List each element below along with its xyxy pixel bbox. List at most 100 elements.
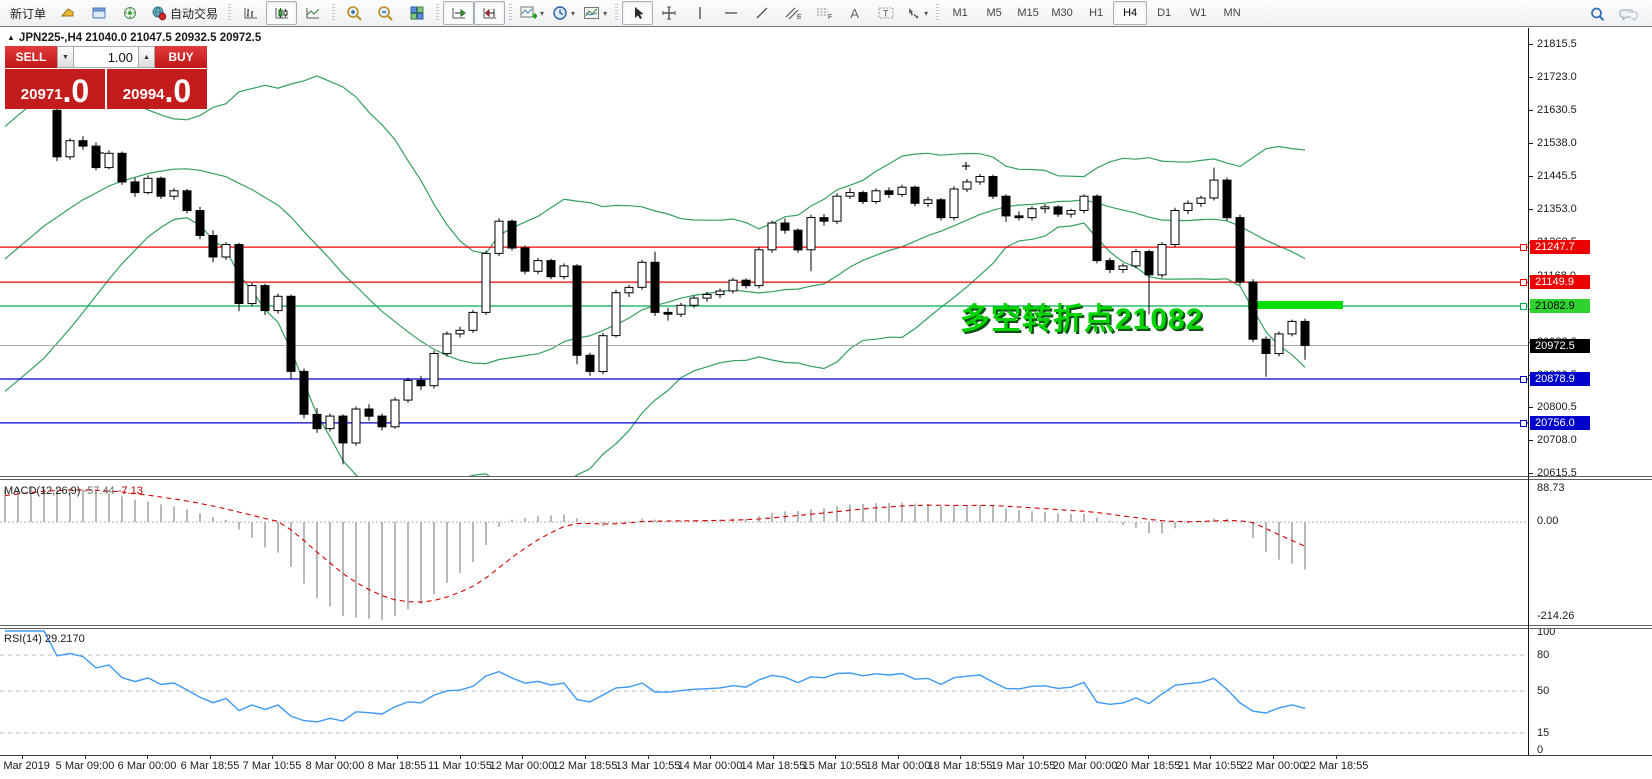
candle <box>1040 206 1050 210</box>
buy-button[interactable]: BUY <box>155 46 207 68</box>
timeframe-button-M5[interactable]: M5 <box>986 7 1002 19</box>
candle <box>1235 217 1245 283</box>
candle <box>962 181 972 190</box>
timeframe-button-D1[interactable]: D1 <box>1157 7 1172 19</box>
periods-button[interactable]: ▾ <box>548 1 579 25</box>
candle <box>416 379 426 387</box>
buy-price[interactable]: 20994 .0 <box>107 69 207 109</box>
candlestick-chart-button[interactable] <box>266 1 298 25</box>
timeframe-button-H1[interactable]: H1 <box>1089 7 1104 19</box>
chat-button[interactable] <box>1613 2 1644 26</box>
candle <box>624 286 634 294</box>
rsi-axis-label: 100 <box>1537 626 1556 638</box>
collapse-arrow-icon: ▲ <box>7 33 15 42</box>
highlight-segment[interactable] <box>1248 301 1343 309</box>
rsi-line <box>5 630 1306 723</box>
clock-icon <box>553 6 567 20</box>
chevron-down-icon: ▾ <box>924 8 929 18</box>
candle <box>104 152 114 169</box>
candle <box>208 235 218 258</box>
line-handle[interactable] <box>1520 376 1527 383</box>
timeframe-button-MN[interactable]: MN <box>1223 7 1241 19</box>
arrows-icon <box>909 8 919 19</box>
line-handle[interactable] <box>1520 244 1527 251</box>
line-chart-button[interactable] <box>297 1 328 25</box>
auto-trading-button[interactable]: 自动交易 <box>145 1 224 25</box>
candle <box>377 415 387 428</box>
price-tick: 21723.0 <box>1537 71 1577 83</box>
volume-increase-button[interactable]: ▲ <box>138 46 155 68</box>
new-order-button[interactable]: 新订单 <box>10 6 47 21</box>
cross-marker[interactable] <box>96 149 104 157</box>
fibonacci-tool-button[interactable]: F <box>808 1 839 25</box>
candle <box>1248 281 1258 340</box>
time-axis-label: 6 Mar 18:55 <box>180 760 240 772</box>
line-handle[interactable] <box>1520 303 1527 310</box>
label-tool-button[interactable]: T <box>870 1 901 25</box>
timeframe-button-H4[interactable]: H4 <box>1113 1 1148 25</box>
market-watch-button[interactable] <box>52 1 83 25</box>
timeframe-button-M1[interactable]: M1 <box>952 7 968 19</box>
auto-scroll-button[interactable] <box>443 1 475 25</box>
horizontal-line-tool-button[interactable] <box>715 1 746 25</box>
rsi-value: 29.2170 <box>44 633 85 645</box>
navigator-button[interactable] <box>114 1 145 25</box>
text-tool-button[interactable]: A <box>839 1 870 25</box>
timeframe-button-W1[interactable]: W1 <box>1189 7 1207 19</box>
timeframe-button-M15[interactable]: M15 <box>1017 7 1039 19</box>
trendline-tool-button[interactable] <box>746 1 777 25</box>
candle <box>442 333 452 355</box>
volume-decrease-button[interactable]: ▼ <box>57 46 74 68</box>
time-axis-label: 18 Mar 18:55 <box>927 760 993 772</box>
candle <box>767 222 777 251</box>
rsi-pane[interactable] <box>0 629 1530 755</box>
time-axis-label: 5 Mar 09:00 <box>55 760 115 772</box>
volume-input[interactable] <box>74 46 138 68</box>
one-click-trade-panel: SELL ▼ ▲ BUY 20971 .0 20994 .0 <box>5 46 207 109</box>
price-tick: 21353.0 <box>1537 203 1577 215</box>
horizontal-line-icon <box>724 12 737 14</box>
candle <box>1014 215 1024 219</box>
zoom-in-button[interactable] <box>339 1 370 25</box>
sell-button[interactable]: SELL <box>5 46 57 68</box>
bar-chart-button[interactable] <box>235 1 266 25</box>
data-window-button[interactable] <box>83 1 114 25</box>
candle <box>234 244 244 304</box>
search-icon <box>1591 7 1605 21</box>
zoom-out-button[interactable] <box>370 1 401 25</box>
chart-shift-button[interactable] <box>474 1 506 25</box>
pane-splitter[interactable] <box>0 476 1652 480</box>
main-chart-pane[interactable] <box>0 28 1530 477</box>
sell-price[interactable]: 20971 .0 <box>5 69 105 109</box>
chevron-down-icon: ▾ <box>571 8 576 18</box>
tile-windows-button[interactable] <box>401 1 432 25</box>
vertical-line-tool-button[interactable] <box>684 1 715 25</box>
candle <box>936 199 946 219</box>
rsi-axis-label: 15 <box>1537 727 1550 739</box>
channel-tool-button[interactable]: E <box>777 1 808 25</box>
arrows-tool-button[interactable]: ▾ <box>901 1 932 25</box>
line-handle[interactable] <box>1520 420 1527 427</box>
time-axis-label: 15 Mar 10:55 <box>802 760 868 772</box>
cursor-tool-button[interactable] <box>622 1 654 25</box>
candle <box>1183 202 1193 212</box>
search-button[interactable] <box>1582 2 1613 26</box>
pane-splitter[interactable] <box>0 625 1652 629</box>
svg-text:F: F <box>828 14 832 21</box>
buy-price-pips: .0 <box>164 73 192 109</box>
indicators-button[interactable]: ▾ <box>516 1 548 25</box>
bar-chart-icon <box>244 8 257 19</box>
line-handle[interactable] <box>1520 279 1527 286</box>
text-tool-icon: A <box>850 5 859 21</box>
crosshair-tool-button[interactable] <box>653 1 684 25</box>
cross-marker[interactable] <box>962 162 970 170</box>
timeframe-button-M30[interactable]: M30 <box>1051 7 1073 19</box>
candle <box>1066 210 1076 215</box>
time-axis-label: 13 Mar 10:55 <box>615 760 681 772</box>
candle <box>949 188 959 219</box>
candle <box>52 109 62 158</box>
macd-pane[interactable] <box>0 481 1530 625</box>
price-axis-border <box>1528 28 1529 755</box>
templates-button[interactable]: ▾ <box>579 1 611 25</box>
candle <box>676 304 686 315</box>
